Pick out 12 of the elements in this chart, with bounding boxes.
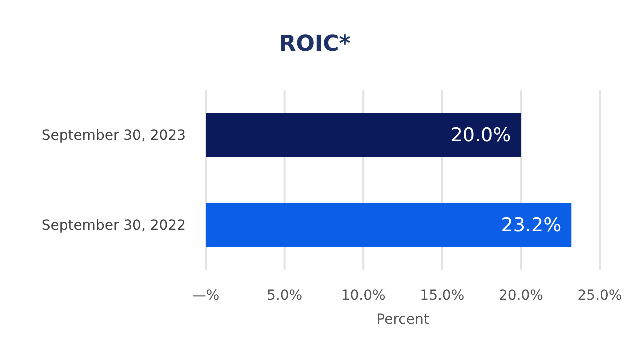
x-tick-label: 15.0%: [420, 288, 465, 304]
x-axis-title: Percent: [376, 312, 430, 328]
x-tick-label: 5.0%: [267, 288, 303, 304]
x-tick-label: 25.0%: [578, 288, 622, 304]
data-label: 23.2%: [501, 214, 562, 237]
y-tick-label: September 30, 2023: [42, 128, 186, 144]
chart-title: ROIC*: [278, 32, 352, 57]
y-tick-label: September 30, 2022: [42, 218, 186, 234]
data-label: 20.0%: [450, 124, 512, 147]
x-tick-label: 20.0%: [498, 288, 544, 304]
x-tick-label: 10.0%: [341, 288, 386, 304]
x-tick-label: —%: [192, 288, 220, 304]
